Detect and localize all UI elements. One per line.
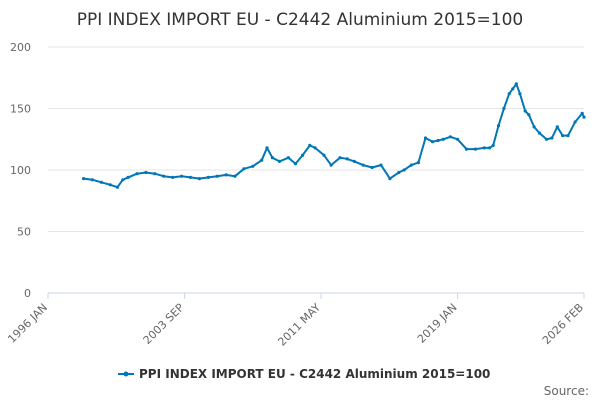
data-point[interactable] bbox=[537, 131, 542, 135]
data-point[interactable] bbox=[108, 183, 112, 187]
data-point[interactable] bbox=[251, 164, 255, 168]
data-point[interactable] bbox=[265, 146, 269, 150]
data-point[interactable] bbox=[370, 165, 374, 170]
data-point[interactable] bbox=[135, 172, 139, 176]
data-point[interactable] bbox=[126, 175, 130, 179]
legend[interactable]: PPI INDEX IMPORT EU - C2442 Aluminium 20… bbox=[118, 367, 490, 381]
data-point[interactable] bbox=[545, 137, 549, 141]
data-point[interactable] bbox=[423, 136, 428, 140]
data-point[interactable] bbox=[550, 136, 554, 140]
data-point[interactable] bbox=[322, 153, 326, 157]
data-point[interactable] bbox=[180, 174, 184, 178]
x-tick-label: 2019 JAN bbox=[415, 301, 460, 346]
data-point[interactable] bbox=[277, 159, 282, 163]
data-point[interactable] bbox=[224, 173, 228, 177]
y-tick-label: 0 bbox=[24, 287, 31, 300]
data-point[interactable] bbox=[518, 92, 522, 96]
x-tick-label: 2003 SEP bbox=[141, 301, 187, 347]
data-point[interactable] bbox=[482, 146, 486, 150]
data-point[interactable] bbox=[308, 143, 312, 147]
y-tick-label: 150 bbox=[10, 103, 31, 116]
data-point[interactable] bbox=[448, 135, 452, 139]
data-point[interactable] bbox=[352, 159, 356, 163]
data-point[interactable] bbox=[286, 156, 290, 160]
data-point[interactable] bbox=[523, 109, 527, 113]
data-point[interactable] bbox=[206, 175, 210, 179]
data-point[interactable] bbox=[188, 175, 193, 179]
data-point[interactable] bbox=[82, 177, 86, 181]
data-point[interactable] bbox=[242, 167, 246, 171]
data-point[interactable] bbox=[388, 177, 392, 181]
data-point[interactable] bbox=[561, 134, 565, 138]
data-point[interactable] bbox=[379, 163, 383, 167]
data-point[interactable] bbox=[409, 163, 413, 167]
data-point[interactable] bbox=[473, 147, 477, 151]
data-point[interactable] bbox=[514, 82, 518, 86]
grid bbox=[48, 46, 584, 294]
data-point[interactable] bbox=[233, 174, 237, 178]
data-point[interactable] bbox=[488, 146, 492, 150]
data-point[interactable] bbox=[491, 143, 495, 147]
data-point[interactable] bbox=[162, 174, 166, 178]
data-point[interactable] bbox=[527, 113, 531, 117]
data-point[interactable] bbox=[345, 157, 349, 161]
data-point[interactable] bbox=[441, 137, 445, 141]
x-tick-label: 2011 MAY bbox=[275, 301, 323, 349]
data-point[interactable] bbox=[260, 158, 264, 162]
data-point[interactable] bbox=[573, 120, 577, 124]
data-point[interactable] bbox=[502, 106, 506, 111]
data-point[interactable] bbox=[416, 161, 420, 165]
data-point[interactable] bbox=[361, 163, 365, 167]
data-point[interactable] bbox=[115, 185, 119, 189]
y-axis-ticks: 0 50 100 150 200 bbox=[10, 41, 31, 300]
data-point[interactable] bbox=[431, 140, 435, 144]
data-point[interactable] bbox=[197, 177, 201, 181]
chart-title: PPI INDEX IMPORT EU - C2442 Aluminium 20… bbox=[77, 10, 523, 30]
y-tick-label: 200 bbox=[10, 41, 31, 54]
data-point[interactable] bbox=[301, 153, 305, 157]
data-point[interactable] bbox=[153, 172, 157, 176]
legend-label: PPI INDEX IMPORT EU - C2442 Aluminium 20… bbox=[139, 367, 490, 381]
legend-dot-marker bbox=[123, 371, 129, 377]
y-tick-label: 50 bbox=[17, 226, 31, 239]
data-point[interactable] bbox=[580, 111, 584, 115]
data-point[interactable] bbox=[507, 92, 511, 96]
x-tick-label: 1996 JAN bbox=[5, 301, 50, 346]
data-point[interactable] bbox=[171, 175, 175, 179]
data-point[interactable] bbox=[144, 170, 148, 175]
x-axis-ticks: 1996 JAN 2003 SEP 2011 MAY 2019 JAN 2026 FEB bbox=[5, 293, 586, 349]
data-point[interactable] bbox=[566, 134, 570, 138]
data-point[interactable] bbox=[313, 146, 317, 150]
data-point[interactable] bbox=[496, 124, 501, 128]
data-point[interactable] bbox=[90, 178, 95, 182]
data-point[interactable] bbox=[511, 87, 515, 91]
data-point[interactable] bbox=[397, 170, 401, 175]
data-point[interactable] bbox=[436, 138, 440, 143]
data-point[interactable] bbox=[215, 174, 219, 178]
data-point[interactable] bbox=[270, 156, 274, 160]
data-point[interactable] bbox=[582, 115, 586, 119]
data-point[interactable] bbox=[532, 125, 536, 129]
y-tick-label: 100 bbox=[10, 164, 31, 177]
data-point[interactable] bbox=[402, 168, 406, 172]
x-tick-label: 2026 FEB bbox=[540, 301, 586, 347]
data-point[interactable] bbox=[456, 137, 460, 141]
data-point[interactable] bbox=[464, 147, 469, 151]
data-point[interactable] bbox=[293, 162, 298, 166]
series-line[interactable] bbox=[83, 82, 585, 189]
data-point[interactable] bbox=[555, 125, 559, 129]
source-label: Source: bbox=[544, 384, 589, 398]
data-point[interactable] bbox=[99, 180, 103, 184]
data-point[interactable] bbox=[121, 178, 125, 182]
data-point[interactable] bbox=[338, 156, 342, 160]
series-layer bbox=[82, 82, 586, 189]
data-point[interactable] bbox=[329, 163, 333, 167]
